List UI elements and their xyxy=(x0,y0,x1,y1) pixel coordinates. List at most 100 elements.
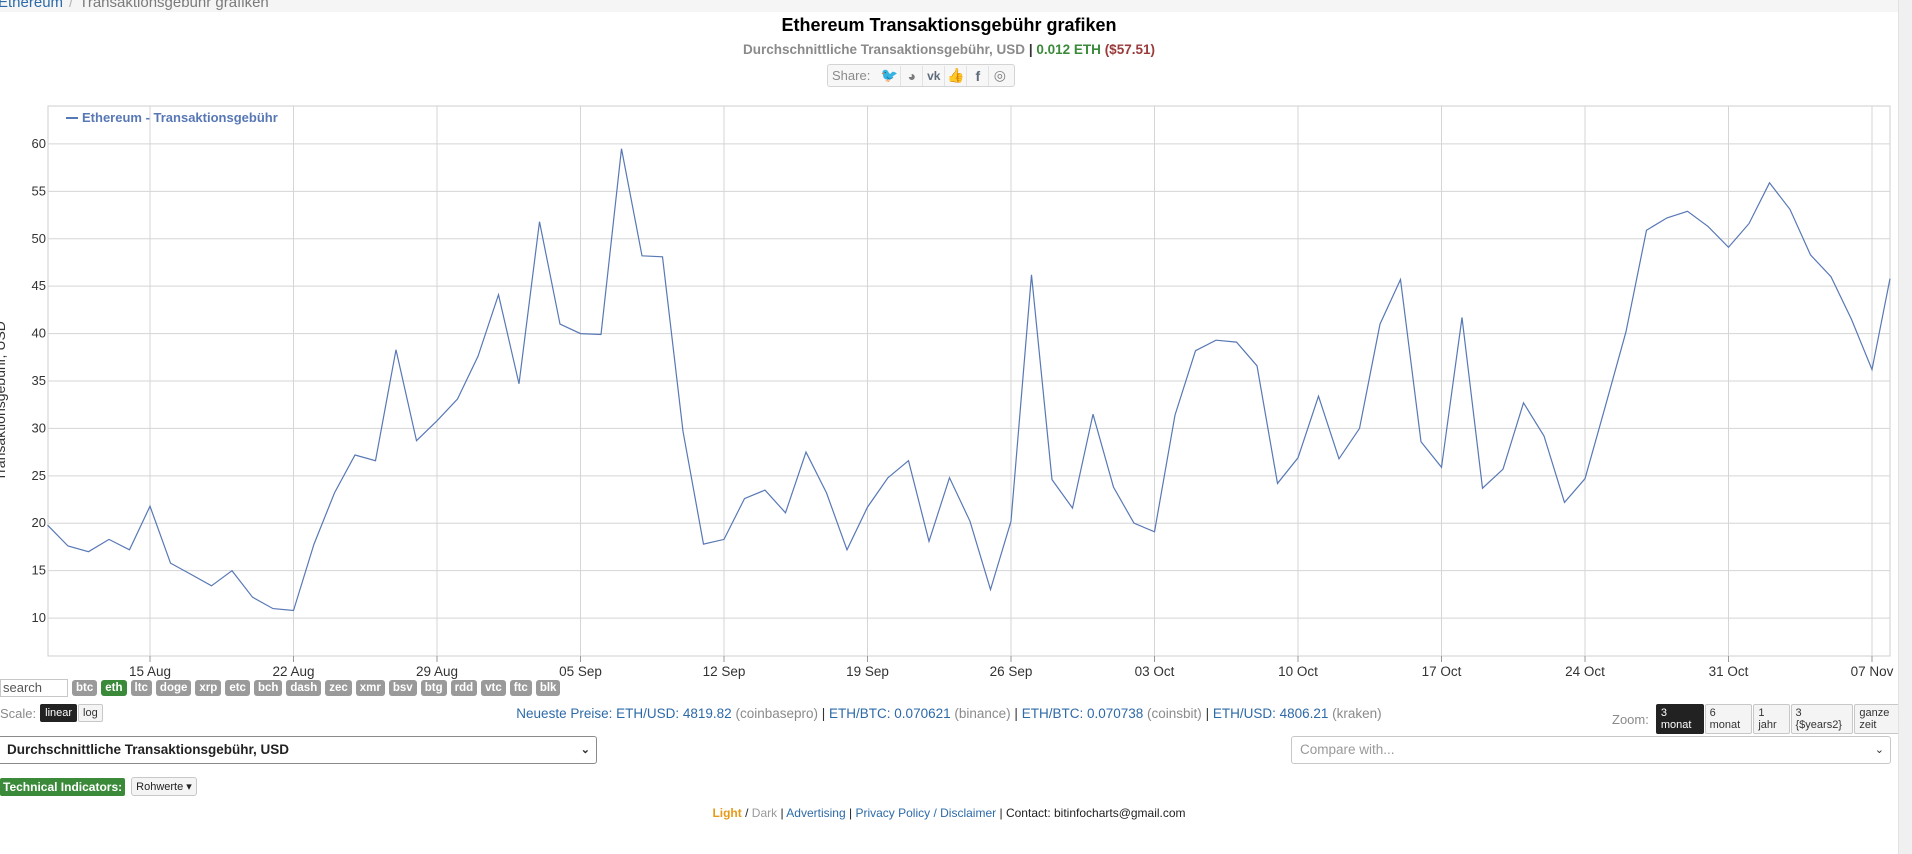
coin-button-ltc[interactable]: ltc xyxy=(130,680,152,696)
data-point xyxy=(641,254,644,257)
data-point xyxy=(805,451,808,454)
coin-button-blk[interactable]: blk xyxy=(535,680,561,696)
data-point xyxy=(682,430,685,433)
coin-button-etc[interactable]: etc xyxy=(225,680,250,696)
breadcrumb-root-link[interactable]: Ethereum xyxy=(0,0,64,11)
y-tick-label: 45 xyxy=(32,278,46,293)
price-item[interactable]: ETH/BTC: 0.070621 xyxy=(829,706,951,721)
coin-button-bch[interactable]: bch xyxy=(253,680,283,696)
data-point xyxy=(1440,466,1443,469)
data-point xyxy=(784,511,787,514)
data-point xyxy=(969,520,972,523)
twitter-icon[interactable]: 🐦 xyxy=(880,67,899,83)
rohwerte-label: Rohwerte xyxy=(136,781,184,793)
data-point xyxy=(1194,349,1197,352)
coin-button-xmr[interactable]: xmr xyxy=(355,680,385,696)
data-point xyxy=(1399,278,1402,281)
data-point xyxy=(108,538,111,541)
coin-button-ftc[interactable]: ftc xyxy=(509,680,532,696)
metric-select-value: Durchschnittliche Transaktionsgebühr, US… xyxy=(7,742,290,757)
data-point xyxy=(948,476,951,479)
zoom-3-years-button[interactable]: 3 {$years2} xyxy=(1790,704,1854,734)
coin-button-zec[interactable]: zec xyxy=(325,680,352,696)
coin-selector: search btc eth ltc doge xrp etc bch dash zec xmr b… xyxy=(0,679,564,697)
data-point xyxy=(1543,435,1546,438)
vk-icon[interactable]: vk xyxy=(922,65,944,86)
rohwerte-dropdown[interactable]: Rohwerte ▾ xyxy=(131,777,197,796)
data-point xyxy=(620,147,623,150)
compare-select[interactable]: Compare with... ⌄ xyxy=(1291,736,1891,764)
page-subtitle: Durchschnittliche Transaktionsgebühr, US… xyxy=(0,42,1898,57)
data-point xyxy=(251,596,254,599)
subtitle-usd-value: ($57.51) xyxy=(1104,42,1155,57)
price-item[interactable]: ETH/BTC: 0.070738 xyxy=(1021,706,1144,721)
compare-select-placeholder: Compare with... xyxy=(1300,742,1395,757)
data-point xyxy=(1051,478,1054,481)
coin-button-xrp[interactable]: xrp xyxy=(195,680,222,696)
data-point xyxy=(1789,208,1792,211)
coin-button-eth[interactable]: eth xyxy=(101,680,127,696)
coin-button-dash[interactable]: dash xyxy=(286,680,322,696)
data-point xyxy=(1092,413,1095,416)
x-tick-label: 17 Oct xyxy=(1422,664,1462,679)
y-tick-label: 60 xyxy=(32,136,46,151)
zoom-6-monat-button[interactable]: 6 monat xyxy=(1704,704,1753,734)
data-point xyxy=(169,562,172,565)
privacy-policy-link[interactable]: Privacy Policy / Disclaimer xyxy=(855,806,997,820)
vertical-scrollbar[interactable] xyxy=(1898,0,1912,854)
data-point xyxy=(559,323,562,326)
coin-button-doge[interactable]: doge xyxy=(155,680,192,696)
x-tick-label: 31 Oct xyxy=(1709,664,1749,679)
subtitle-separator: | xyxy=(1028,42,1033,57)
y-tick-label: 35 xyxy=(32,373,46,388)
data-point xyxy=(1748,222,1751,225)
price-item[interactable]: ETH/USD: 4806.21 xyxy=(1212,706,1329,721)
zoom-3-monat-button[interactable]: 3 monat xyxy=(1655,704,1704,734)
data-point xyxy=(1010,520,1013,523)
x-tick-label: 22 Aug xyxy=(272,664,314,679)
y-tick-label: 40 xyxy=(32,326,46,341)
breadcrumb-separator: / xyxy=(69,0,74,11)
like-icon[interactable]: 👍 xyxy=(944,65,966,86)
y-tick-label: 30 xyxy=(32,420,46,435)
data-point xyxy=(1686,210,1689,213)
data-point xyxy=(1889,277,1892,280)
chart-legend[interactable]: Ethereum - Transaktionsgebühr xyxy=(66,110,278,125)
breadcrumb-current: Transaktionsgebühr grafiken xyxy=(79,0,269,11)
weibo-icon[interactable]: ◎ xyxy=(988,65,1010,86)
data-point xyxy=(723,538,726,541)
price-item[interactable]: ETH/USD: 4819.82 xyxy=(616,706,732,721)
scale-linear-button[interactable]: linear xyxy=(40,704,78,722)
advertising-link[interactable]: Advertising xyxy=(786,806,846,820)
metric-select[interactable]: Durchschnittliche Transaktionsgebühr, US… xyxy=(0,736,597,764)
data-point xyxy=(1850,318,1853,321)
share-bar: Share: 🐦 ◕ vk 👍 f ◎ xyxy=(827,64,1016,87)
x-tick-label: 10 Oct xyxy=(1278,664,1318,679)
data-point xyxy=(1481,487,1484,490)
zoom-1-jahr-button[interactable]: 1 jahr xyxy=(1753,704,1790,734)
coin-button-btg[interactable]: btg xyxy=(420,680,447,696)
scale-log-button[interactable]: log xyxy=(78,704,103,722)
dark-theme-link[interactable]: Dark xyxy=(751,806,778,820)
data-point xyxy=(866,506,869,509)
coin-button-btc[interactable]: btc xyxy=(72,680,98,696)
data-point xyxy=(436,419,439,422)
chevron-down-icon: ⌄ xyxy=(1874,744,1884,756)
data-point xyxy=(1215,339,1218,342)
reddit-icon[interactable]: ◕ xyxy=(900,65,922,86)
light-theme-link[interactable]: Light xyxy=(712,806,742,820)
scale-label: Scale: xyxy=(0,705,37,721)
fee-line-chart[interactable]: 10 15 20 25 30 35 40 45 50 55 60 15 Aug 22 Aug 29 Aug… xyxy=(0,100,1898,680)
coin-button-vtc[interactable]: vtc xyxy=(481,680,506,696)
facebook-icon[interactable]: f xyxy=(966,65,988,86)
data-point xyxy=(210,584,213,587)
coin-button-rdd[interactable]: rdd xyxy=(450,680,478,696)
coin-button-bsv[interactable]: bsv xyxy=(388,680,417,696)
data-point xyxy=(1645,229,1648,232)
chart-axes: 10 15 20 25 30 35 40 45 50 55 60 15 Aug 22 Aug 29 Aug… xyxy=(0,136,1894,679)
chart-series xyxy=(46,147,1892,612)
data-point xyxy=(46,524,49,527)
data-point xyxy=(1338,457,1341,460)
data-point xyxy=(354,454,357,457)
coin-search-input[interactable]: search xyxy=(0,679,68,697)
